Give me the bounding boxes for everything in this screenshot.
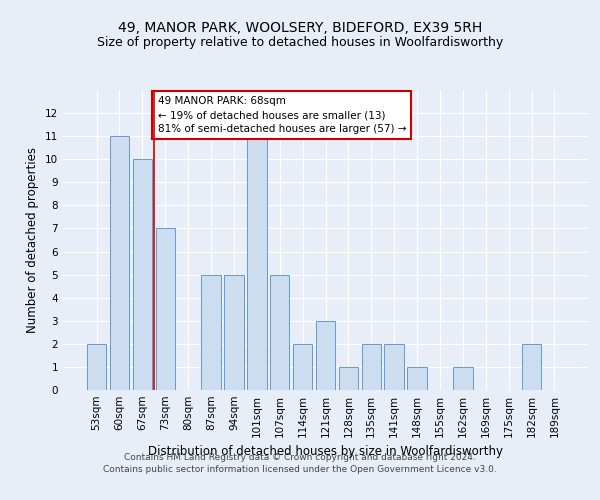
Text: Size of property relative to detached houses in Woolfardisworthy: Size of property relative to detached ho…	[97, 36, 503, 49]
Bar	[407, 367, 427, 390]
Bar	[338, 367, 358, 390]
Bar	[385, 344, 404, 390]
Bar	[87, 344, 106, 390]
Bar	[155, 228, 175, 390]
X-axis label: Distribution of detached houses by size in Woolfardisworthy: Distribution of detached houses by size …	[148, 446, 503, 458]
Text: Contains HM Land Registry data © Crown copyright and database right 2024.: Contains HM Land Registry data © Crown c…	[124, 453, 476, 462]
Bar	[293, 344, 313, 390]
Text: Contains public sector information licensed under the Open Government Licence v3: Contains public sector information licen…	[103, 466, 497, 474]
Bar	[224, 274, 244, 390]
Bar	[453, 367, 473, 390]
Bar	[522, 344, 541, 390]
Bar	[247, 136, 266, 390]
Bar	[362, 344, 381, 390]
Text: 49 MANOR PARK: 68sqm
← 19% of detached houses are smaller (13)
81% of semi-detac: 49 MANOR PARK: 68sqm ← 19% of detached h…	[157, 96, 406, 134]
Bar	[316, 321, 335, 390]
Text: 49, MANOR PARK, WOOLSERY, BIDEFORD, EX39 5RH: 49, MANOR PARK, WOOLSERY, BIDEFORD, EX39…	[118, 20, 482, 34]
Bar	[202, 274, 221, 390]
Bar	[270, 274, 289, 390]
Bar	[133, 159, 152, 390]
Bar	[110, 136, 129, 390]
Y-axis label: Number of detached properties: Number of detached properties	[26, 147, 40, 333]
